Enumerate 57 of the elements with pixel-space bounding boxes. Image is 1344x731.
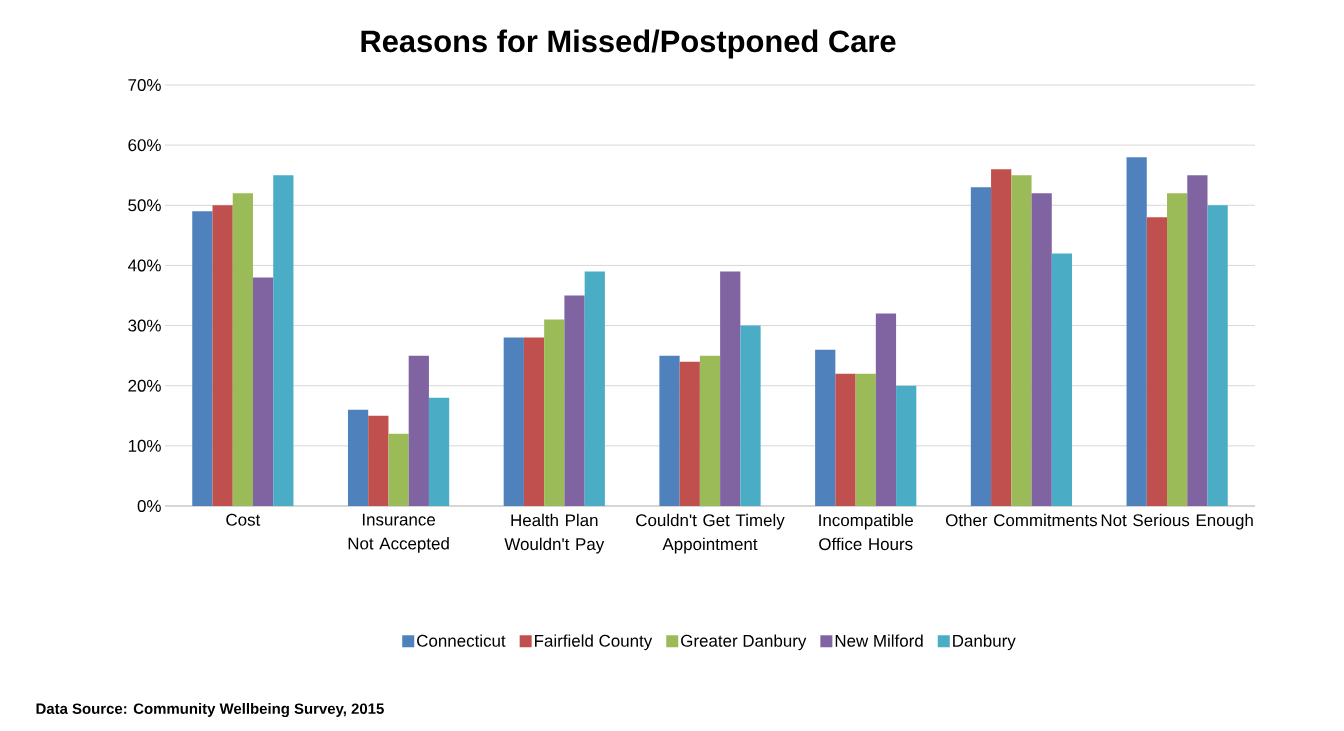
bar (815, 349, 836, 506)
bar (368, 415, 389, 506)
bar (1146, 217, 1168, 506)
y-tick-label: 60% (128, 139, 161, 152)
bar (564, 295, 585, 506)
x-tick-label: Other Commitments (945, 513, 1098, 527)
bar (740, 325, 761, 506)
bar (835, 373, 856, 506)
legend-label: Greater Danbury (681, 634, 807, 651)
x-tick-label: Health Plan Wouldn't Pay (504, 513, 605, 554)
bar (252, 277, 274, 506)
bar (273, 175, 294, 506)
bar (720, 271, 741, 506)
bar (1187, 175, 1208, 506)
bar (523, 337, 545, 506)
bar (544, 319, 565, 506)
x-tick-label: Cost (226, 513, 261, 526)
bar (503, 337, 524, 506)
chart-title: Reasons for Missed/Postponed Care (361, 29, 896, 59)
bar (991, 169, 1012, 506)
bar (875, 313, 897, 506)
legend-label: Danbury (953, 634, 1016, 651)
x-tick-label: Insurance Not Accepted (348, 513, 449, 553)
bar (855, 373, 876, 506)
bar (232, 193, 253, 506)
legend-label: New Milford (835, 634, 923, 647)
x-tick-label: Incompatible Office Hours (819, 513, 913, 551)
y-tick-label: 30% (128, 319, 161, 332)
bar (1126, 157, 1147, 506)
bar (584, 271, 605, 506)
legend-label: Connecticut (417, 634, 506, 647)
bar (1207, 205, 1228, 506)
y-tick-label: 50% (128, 199, 161, 212)
y-tick-label: 10% (128, 439, 161, 452)
bar (1011, 175, 1032, 506)
bar (699, 355, 721, 506)
bar (896, 385, 917, 506)
y-tick-label: 40% (127, 259, 161, 272)
legend-label: Fairfield County (535, 634, 653, 651)
y-tick-label: 20% (128, 379, 161, 392)
x-tick-label: Couldn't Get Timely Appointment (636, 513, 785, 554)
bar (347, 409, 369, 506)
bar (659, 355, 680, 506)
bar (679, 361, 700, 506)
source-note: Data Source: Community Wellbeing Survey, 2015 (36, 703, 384, 717)
x-tick-label: Not Serious Enough (1101, 513, 1253, 530)
bar (1167, 193, 1188, 506)
bar (1051, 253, 1073, 506)
bar (428, 397, 450, 506)
bar (212, 205, 233, 506)
bar (408, 355, 429, 506)
bar (970, 187, 992, 506)
y-tick-label: 70% (128, 79, 161, 91)
y-tick-label: 0% (137, 500, 161, 512)
bar (388, 433, 409, 506)
bar (1031, 193, 1052, 506)
bar (192, 211, 213, 506)
